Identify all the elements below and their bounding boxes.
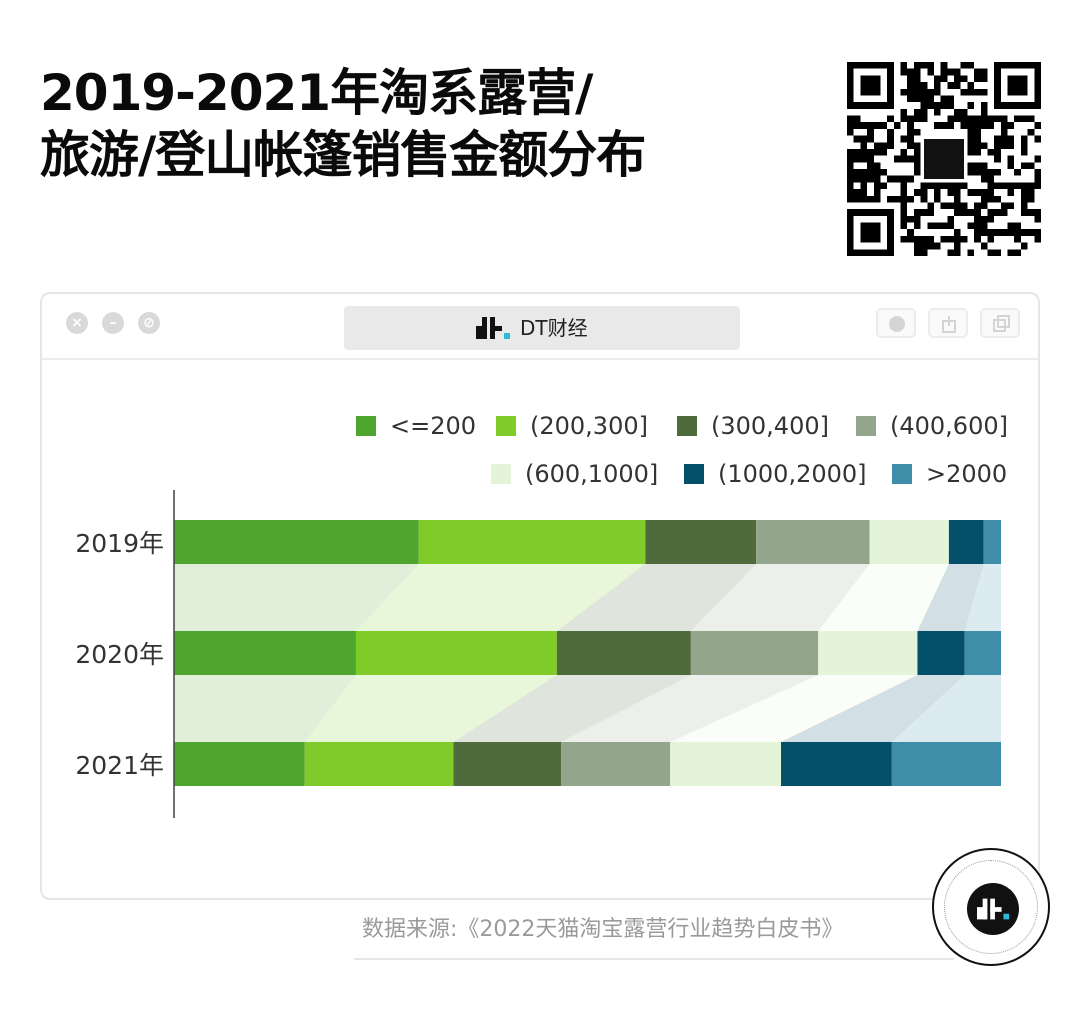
bar-connector [355,564,646,631]
bar-connector [174,675,356,742]
legend-label: (600,1000] [525,460,659,488]
bar-segment [453,742,562,786]
bar-connector [690,564,870,631]
block-icon[interactable]: ⊘ [138,312,160,334]
legend-label: (1000,2000] [718,460,867,488]
address-bar[interactable]: DT财经 [344,306,740,350]
share-button[interactable] [928,308,968,338]
brand-badge[interactable] [932,848,1050,966]
bar-segment [174,631,356,675]
copy-icon [993,315,1010,332]
chart-title: 2019-2021年淘系露营/ 旅游/登山帐篷销售金额分布 [40,62,646,186]
y-tick-label: 2020年 [75,640,164,669]
browser-window: × – ⊘ DT财经 [40,292,1040,900]
bar-connector [453,675,691,742]
dt-logo-icon [967,883,1019,935]
bar-segment [355,631,557,675]
legend-label: (300,400] [711,412,829,440]
legend-label: >2000 [926,460,1008,488]
bar-segment [818,631,918,675]
close-icon[interactable]: × [66,312,88,334]
qr-code[interactable] [847,62,1041,256]
bar-connector [670,675,918,742]
bar-segment [561,742,671,786]
bar-segment [670,742,782,786]
source-note: 数据来源:《2022天猫淘宝露营行业趋势白皮书》 [362,917,844,942]
bar-segment [948,520,984,564]
bar-segment [556,631,691,675]
source-underline [354,958,954,960]
bar-segment [418,520,646,564]
legend-label: <=200 [390,412,477,440]
legend-swatch [856,416,876,436]
window-titlebar: × – ⊘ DT财经 [42,294,1038,360]
record-button[interactable] [876,308,916,338]
legend-label: (400,600] [890,412,1008,440]
bar-connector [174,564,419,631]
bar-connector [781,675,965,742]
bar-segment [174,520,419,564]
bar-connector [556,564,757,631]
bar-connector [304,675,557,742]
bar-segment [964,631,1001,675]
bar-segment [756,520,870,564]
bar-connector [818,564,949,631]
legend-label: (200,300] [530,412,648,440]
bar-connector [964,564,1001,631]
legend-swatch [677,416,697,436]
copy-button[interactable] [980,308,1020,338]
bar-segment [983,520,1001,564]
bar-segment [304,742,454,786]
y-tick-label: 2021年 [75,751,164,780]
bar-connector [561,675,819,742]
badge-ring [944,860,1038,954]
bar-segment [869,520,949,564]
chart-title-line2: 旅游/登山帐篷销售金额分布 [40,126,646,184]
minimize-icon[interactable]: – [102,312,124,334]
legend-swatch [892,464,912,484]
record-icon [889,316,905,332]
y-tick-label: 2019年 [75,529,164,558]
legend-swatch [356,416,376,436]
dt-logo-icon [476,317,510,339]
bar-segment [781,742,892,786]
address-text: DT财经 [520,316,588,340]
bar-connector [917,564,984,631]
bar-connector [891,675,1001,742]
bar-segment [690,631,819,675]
legend-swatch [491,464,511,484]
legend-swatch [684,464,704,484]
legend-swatch [496,416,516,436]
bar-segment [917,631,965,675]
share-icon [942,316,956,333]
chart-title-line1: 2019-2021年淘系露营/ [40,64,593,122]
qr-code-image [847,62,1041,256]
bar-segment [174,742,305,786]
bar-segment [645,520,757,564]
bar-segment [891,742,1001,786]
